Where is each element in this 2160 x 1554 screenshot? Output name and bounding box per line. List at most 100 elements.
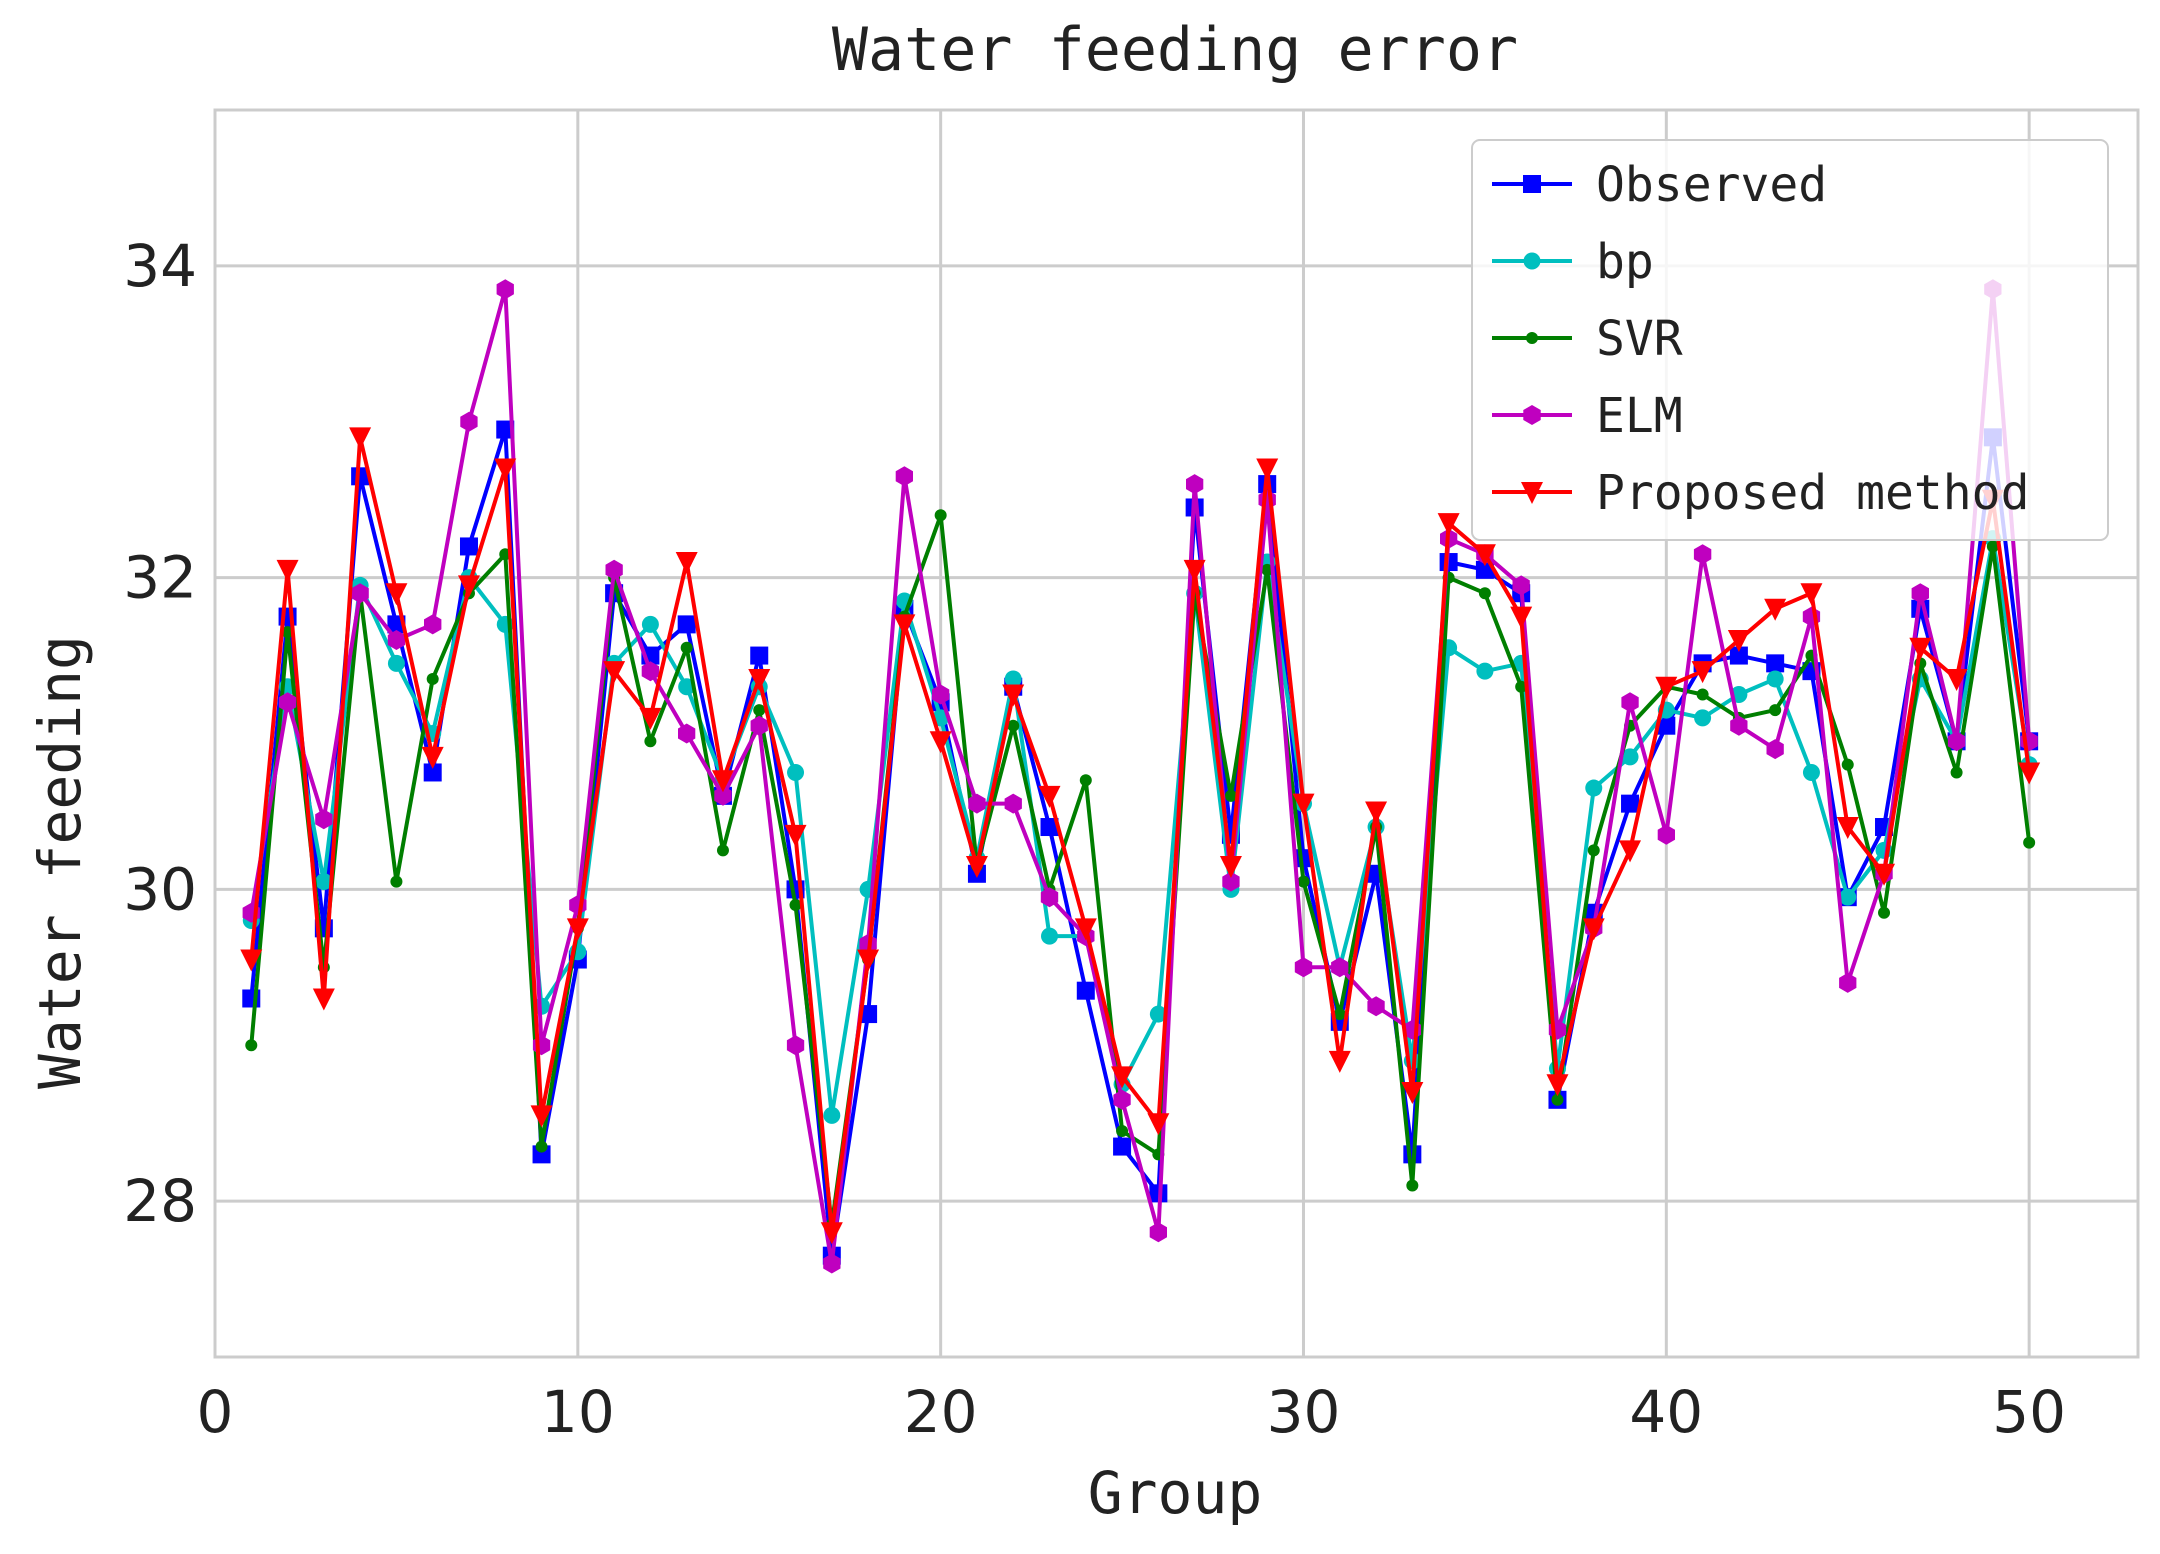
data-point <box>387 654 405 672</box>
data-point <box>1004 670 1022 688</box>
data-point <box>714 785 732 806</box>
data-point <box>678 723 696 744</box>
data-point <box>2023 836 2036 849</box>
data-point <box>934 509 947 522</box>
data-point <box>349 427 372 450</box>
chart-title: Water feeding error <box>832 15 1518 85</box>
data-point <box>1766 670 1784 688</box>
data-point <box>1945 668 1968 691</box>
x-tick-label: 10 <box>541 1378 615 1446</box>
data-point <box>603 661 626 684</box>
tick-labels: 0 10 20 30 40 50 28 30 32 34 <box>123 232 2066 1446</box>
data-point <box>1224 789 1237 802</box>
data-point <box>1002 684 1025 707</box>
data-point <box>1116 1124 1129 1137</box>
y-tick-label: 28 <box>123 1167 197 1235</box>
data-point <box>1691 661 1714 684</box>
legend-marker <box>1523 405 1541 425</box>
data-point <box>1261 563 1274 576</box>
y-tick-label: 34 <box>123 232 197 300</box>
data-point <box>1007 719 1020 732</box>
data-point <box>1040 887 1059 908</box>
data-point <box>1512 575 1530 596</box>
data-point <box>1986 540 1999 553</box>
data-point <box>1074 918 1097 941</box>
data-point <box>1730 715 1748 736</box>
data-point <box>641 615 659 633</box>
data-point <box>1764 598 1787 621</box>
data-point <box>1911 583 1929 604</box>
plot-frame <box>213 108 2140 1359</box>
data-point <box>641 661 660 682</box>
data-point <box>566 918 589 941</box>
data-point <box>2018 762 2041 785</box>
data-point <box>1551 1093 1564 1106</box>
data-point <box>1333 1008 1346 1021</box>
data-point <box>278 692 297 713</box>
data-point <box>423 763 442 782</box>
data-point <box>1621 794 1640 813</box>
data-point <box>1476 662 1494 680</box>
data-point <box>1040 818 1059 837</box>
data-point <box>1621 748 1639 766</box>
data-point <box>1113 1089 1131 1110</box>
series-layer <box>240 279 2041 1274</box>
data-point <box>1841 758 1854 771</box>
data-point <box>459 537 478 556</box>
data-point <box>1696 688 1709 701</box>
legend-label: SVR <box>1596 311 1683 367</box>
legend-label: bp <box>1596 234 1654 290</box>
data-point <box>1292 793 1315 816</box>
legend: Observed bp SVR ELM Proposed method <box>1471 139 2109 541</box>
data-point <box>426 672 439 685</box>
data-point <box>1582 918 1605 941</box>
data-point <box>281 626 294 639</box>
data-point <box>1693 544 1712 565</box>
data-point <box>1694 709 1712 727</box>
legend-label: ELM <box>1596 388 1683 444</box>
data-point <box>390 875 403 888</box>
data-point <box>1367 996 1385 1017</box>
data-point <box>1839 972 1857 993</box>
data-point <box>677 615 696 634</box>
data-point <box>789 898 802 911</box>
x-tick-label: 30 <box>1267 1378 1341 1446</box>
y-axis-label: Water feeding <box>26 635 94 1089</box>
data-point <box>1149 1005 1167 1023</box>
data-point <box>535 1140 548 1153</box>
data-point <box>1836 817 1859 840</box>
data-point <box>1328 1050 1351 1073</box>
data-point <box>1365 801 1388 824</box>
legend-marker <box>1526 332 1538 344</box>
data-point <box>1437 513 1460 536</box>
data-point <box>823 1253 841 1274</box>
data-point <box>1878 906 1891 919</box>
x-axis-label: Group <box>1088 1459 1263 1527</box>
data-point <box>1113 1137 1132 1156</box>
data-point <box>494 458 517 481</box>
data-point <box>424 614 442 635</box>
data-point <box>1473 544 1496 567</box>
data-point <box>750 646 769 665</box>
data-point <box>929 731 952 754</box>
data-point <box>245 1039 258 1052</box>
data-point <box>893 614 916 637</box>
data-point <box>1041 927 1059 945</box>
data-point <box>1766 739 1784 760</box>
data-point <box>1256 458 1279 481</box>
data-point <box>1079 774 1092 787</box>
data-point <box>932 684 950 705</box>
data-point <box>1657 824 1675 845</box>
legend-label: Observed <box>1596 157 1827 213</box>
data-point <box>784 824 807 847</box>
legend-marker <box>1523 252 1541 270</box>
x-tick-label: 0 <box>197 1378 234 1446</box>
data-point <box>1219 855 1242 878</box>
data-point <box>1619 840 1642 863</box>
data-point <box>1729 646 1748 665</box>
data-point <box>748 668 771 691</box>
data-point <box>496 420 515 439</box>
data-point <box>1510 606 1533 629</box>
data-point <box>823 1106 841 1124</box>
